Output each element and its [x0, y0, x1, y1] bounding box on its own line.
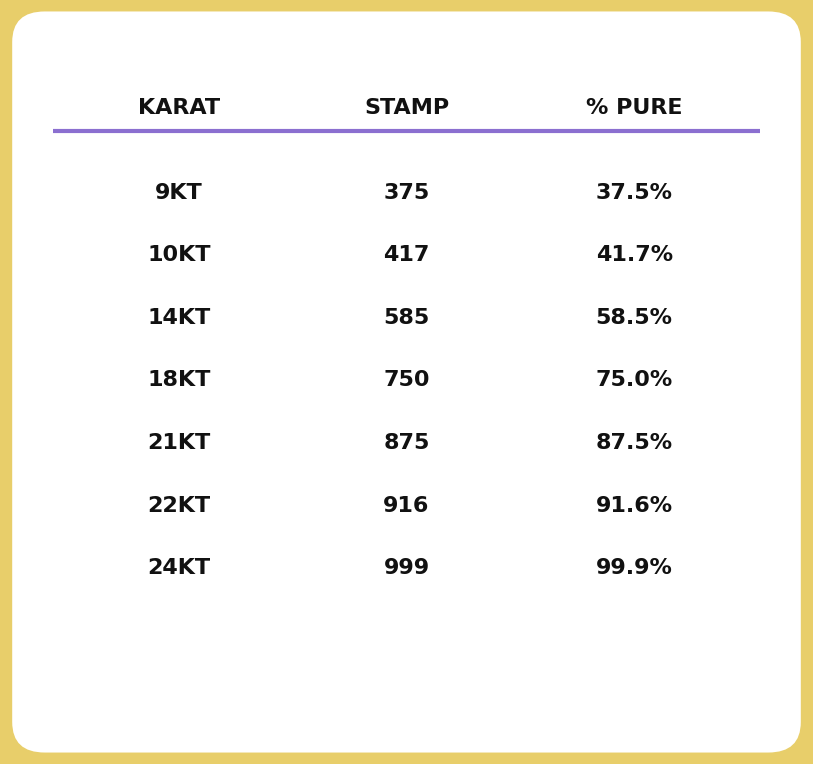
Text: 417: 417 [383, 245, 430, 265]
Text: 375: 375 [384, 183, 429, 202]
Text: 916: 916 [383, 496, 430, 516]
Text: 75.0%: 75.0% [595, 371, 673, 390]
Text: 9KT: 9KT [155, 183, 202, 202]
Text: 10KT: 10KT [147, 245, 211, 265]
Text: % PURE: % PURE [586, 99, 682, 118]
Text: KARAT: KARAT [137, 99, 220, 118]
FancyBboxPatch shape [12, 11, 801, 753]
Text: 37.5%: 37.5% [596, 183, 672, 202]
Text: 87.5%: 87.5% [596, 433, 672, 453]
Text: 14KT: 14KT [147, 308, 211, 328]
Text: 99.9%: 99.9% [596, 558, 672, 578]
Text: 21KT: 21KT [147, 433, 211, 453]
Text: 999: 999 [384, 558, 429, 578]
Text: 41.7%: 41.7% [596, 245, 672, 265]
Text: 18KT: 18KT [147, 371, 211, 390]
Text: 875: 875 [383, 433, 430, 453]
Text: 58.5%: 58.5% [596, 308, 672, 328]
Text: 750: 750 [383, 371, 430, 390]
Text: STAMP: STAMP [364, 99, 449, 118]
Text: 22KT: 22KT [147, 496, 211, 516]
Text: 585: 585 [384, 308, 429, 328]
Text: 91.6%: 91.6% [596, 496, 672, 516]
Text: 24KT: 24KT [147, 558, 211, 578]
